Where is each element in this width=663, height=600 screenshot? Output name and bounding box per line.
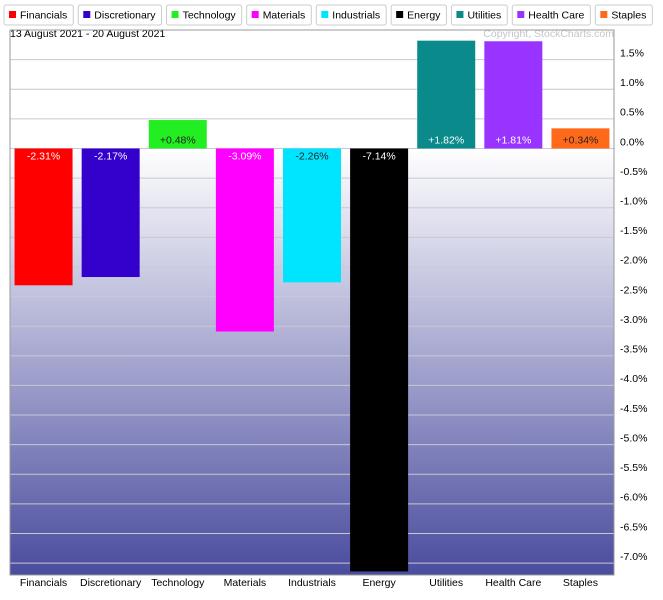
legend-box <box>3 4 74 26</box>
legend-box <box>166 4 243 26</box>
legend-box <box>450 4 508 26</box>
bar <box>484 41 543 149</box>
x-tick-label: Staples <box>563 577 598 589</box>
legend: Financials Discretionary Technology Materia… <box>3 4 653 26</box>
value-label: -2.31% <box>27 150 60 162</box>
legend-label: Financials <box>20 9 67 21</box>
subtitle: 13 August 2021 - 20 August 2021 <box>10 28 165 40</box>
x-tick-label: Industrials <box>288 577 336 589</box>
legend-item: Health Care <box>511 4 591 26</box>
x-tick-label: Discretionary <box>80 577 142 589</box>
legend-swatch <box>251 11 259 18</box>
y-tick-label: -2.0% <box>620 255 647 267</box>
legend-swatch <box>171 11 179 18</box>
legend-box <box>594 4 653 26</box>
x-tick-label: Health Care <box>485 577 541 589</box>
legend-item: Financials <box>3 4 74 26</box>
bar <box>215 148 274 332</box>
y-tick-label: -2.5% <box>620 284 647 296</box>
legend-label: Health Care <box>528 9 584 21</box>
legend-swatch <box>456 11 464 18</box>
legend-item: Materials <box>246 4 312 26</box>
legend-item: Technology <box>166 4 243 26</box>
legend-swatch <box>396 11 404 18</box>
value-label: +0.34% <box>562 134 598 146</box>
y-tick-label: -4.5% <box>620 403 647 415</box>
legend-box <box>77 4 163 26</box>
y-tick-label: -6.5% <box>620 521 647 533</box>
y-tick-label: -0.5% <box>620 166 647 178</box>
value-label: +1.82% <box>428 134 464 146</box>
legend-label: Staples <box>611 9 646 21</box>
y-tick-label: 1.0% <box>620 77 644 89</box>
value-label: -2.26% <box>295 150 328 162</box>
y-tick-label: 1.5% <box>620 47 644 59</box>
legend-label: Discretionary <box>94 9 156 21</box>
bar <box>283 148 341 283</box>
legend-swatch <box>9 11 16 18</box>
value-label: +1.81% <box>495 134 531 146</box>
y-tick-label: -6.0% <box>620 492 647 504</box>
x-tick-label: Financials <box>20 577 67 589</box>
legend-item: Staples <box>594 4 653 26</box>
bar <box>417 40 476 149</box>
x-tick-label: Energy <box>362 577 396 589</box>
plot-frame <box>9 29 615 576</box>
y-tick-label: -1.0% <box>620 195 647 207</box>
y-tick-label: -5.5% <box>620 462 647 474</box>
y-tick-label: -3.0% <box>620 314 647 326</box>
bar <box>14 148 73 286</box>
legend-swatch <box>83 11 91 18</box>
legend-swatch <box>600 11 608 18</box>
value-label: -2.17% <box>94 150 127 162</box>
bar <box>350 148 409 572</box>
value-label: +0.48% <box>160 134 196 146</box>
legend-swatch <box>517 11 525 18</box>
legend-label: Materials <box>263 9 306 21</box>
legend-label: Utilities <box>467 9 501 21</box>
x-tick-label: Utilities <box>429 577 463 589</box>
bar <box>148 120 207 149</box>
y-tick-label: 0.0% <box>620 136 644 148</box>
legend-box <box>315 4 387 26</box>
bar <box>81 148 140 278</box>
value-label: -7.14% <box>362 150 395 162</box>
legend-item: Discretionary <box>77 4 163 26</box>
x-tick-label: Materials <box>224 577 267 589</box>
legend-label: Energy <box>407 9 441 21</box>
x-tick-label: Technology <box>151 577 205 589</box>
bar <box>551 128 610 149</box>
value-label: -3.09% <box>228 150 261 162</box>
legend-box <box>511 4 591 26</box>
legend-item: Utilities <box>450 4 508 26</box>
y-tick-label: 0.5% <box>620 107 644 119</box>
y-tick-label: -5.0% <box>620 432 647 444</box>
y-tick-label: -4.0% <box>620 373 647 385</box>
legend-item: Energy <box>390 4 447 26</box>
y-tick-label: -7.0% <box>620 551 647 563</box>
legend-item: Industrials <box>315 4 387 26</box>
legend-swatch <box>321 11 329 18</box>
legend-label: Technology <box>183 9 237 21</box>
legend-box <box>390 4 447 26</box>
legend-label: Industrials <box>332 9 380 21</box>
y-tick-label: -1.5% <box>620 225 647 237</box>
legend-box <box>246 4 312 26</box>
y-tick-label: -3.5% <box>620 344 647 356</box>
watermark: Copyright, StockCharts.com <box>483 28 614 40</box>
